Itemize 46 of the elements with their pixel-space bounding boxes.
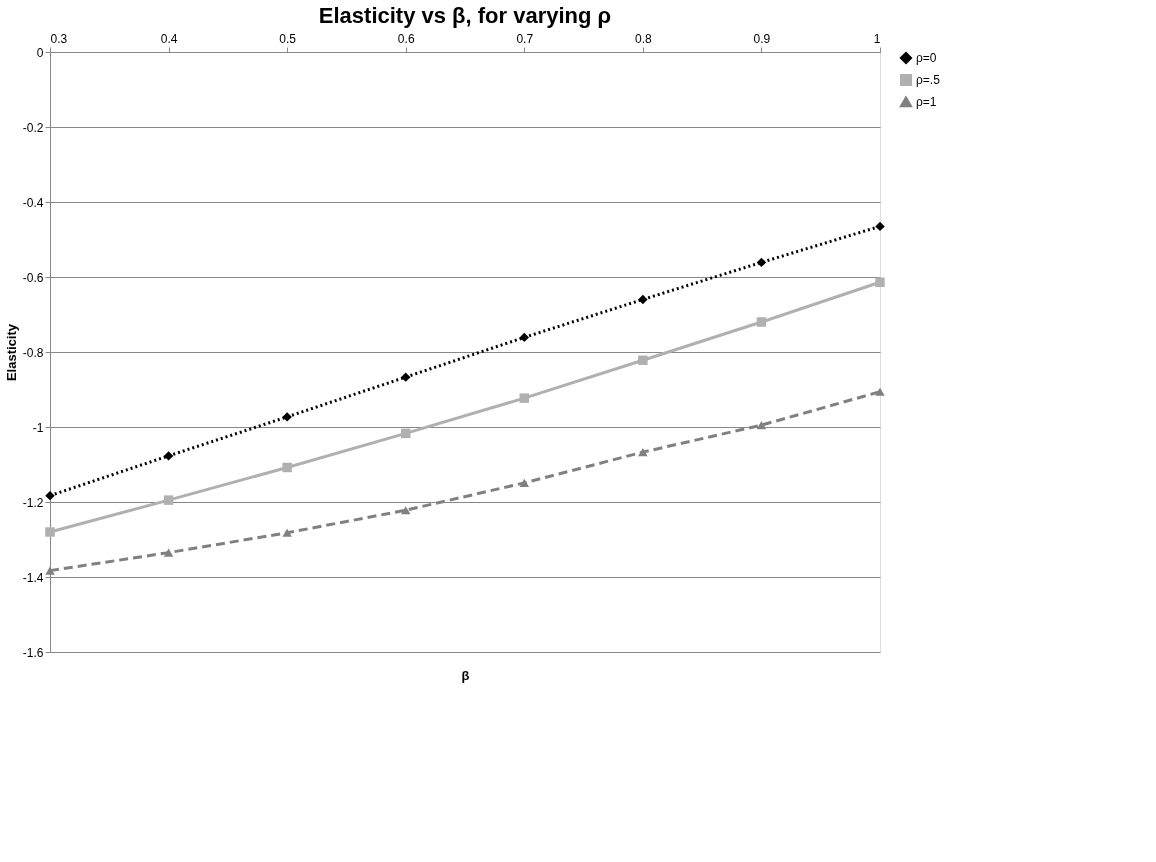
point <box>756 257 767 268</box>
x-tick-label: 0.5 <box>279 31 297 46</box>
legend-label: ρ=.5 <box>916 73 941 87</box>
x-axis-title: β <box>461 667 470 683</box>
point <box>519 478 530 487</box>
x-tick-label: 0.7 <box>516 31 534 46</box>
legend-label: ρ=1 <box>916 95 937 109</box>
point <box>519 332 530 343</box>
point <box>756 317 767 327</box>
point <box>875 277 885 287</box>
y-tick-label: -0.2 <box>22 120 44 135</box>
y-tick-label: -1.2 <box>22 495 44 510</box>
point <box>638 355 648 365</box>
x-tick-label: 0.8 <box>635 31 653 46</box>
x-tick-label: 0.9 <box>753 31 771 46</box>
y-axis-title: Elasticity <box>3 323 19 382</box>
y-tick-label: -1 <box>32 420 44 435</box>
point <box>519 393 530 403</box>
point <box>282 412 292 422</box>
point <box>282 462 292 473</box>
y-tick-label: -1.6 <box>22 645 44 660</box>
x-tick-label: 0.3 <box>50 31 68 46</box>
y-tick-label: -0.4 <box>22 195 44 210</box>
point <box>400 428 411 439</box>
point <box>163 548 174 557</box>
point <box>400 506 411 515</box>
point <box>638 294 648 305</box>
point <box>875 387 885 396</box>
y-tick-label: -0.6 <box>22 270 44 285</box>
x-tick-label: 0.6 <box>397 31 415 46</box>
point <box>45 490 55 501</box>
x-tick-label: 1 <box>873 31 881 46</box>
y-tick-label: -0.8 <box>22 345 44 360</box>
point <box>45 527 55 537</box>
point <box>756 421 767 430</box>
point <box>875 221 885 232</box>
point <box>163 451 174 461</box>
y-tick-label: -1.4 <box>22 570 44 585</box>
point <box>282 528 292 537</box>
point <box>400 372 411 382</box>
x-tick-label: 0.4 <box>160 31 178 46</box>
legend-label: ρ=0 <box>916 51 937 65</box>
chart-title: Elasticity vs β, for varying ρ <box>318 3 612 28</box>
point <box>163 495 174 505</box>
y-tick-label: 0 <box>36 45 44 60</box>
point <box>638 448 648 457</box>
